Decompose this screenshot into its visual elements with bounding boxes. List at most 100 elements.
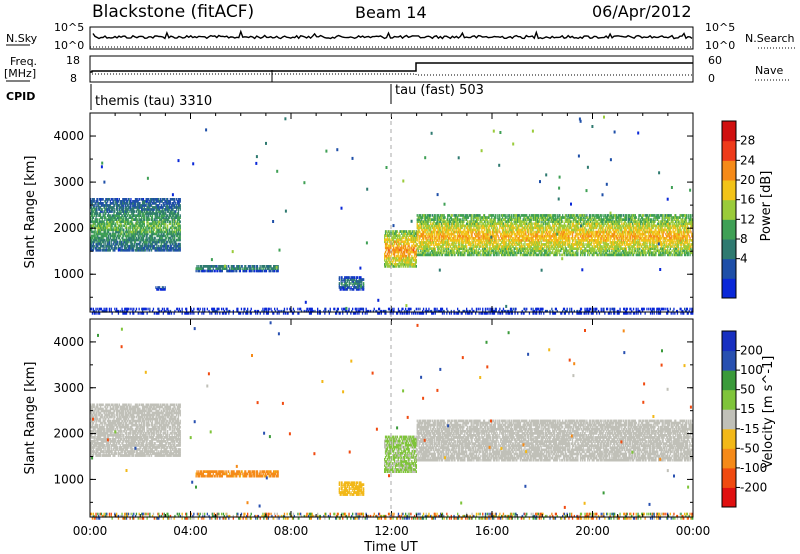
power-cell	[244, 269, 246, 273]
power-cell	[97, 198, 99, 201]
power-cell	[158, 240, 160, 244]
power-cell	[102, 228, 104, 232]
power-cell	[253, 265, 255, 268]
power-cell	[344, 288, 346, 291]
power-cell	[139, 246, 141, 250]
power-cell	[155, 220, 157, 224]
power-cell	[223, 267, 225, 270]
power-cell	[143, 222, 145, 226]
power-cell	[147, 212, 149, 215]
power-cell	[140, 220, 142, 224]
power-cell	[94, 234, 96, 238]
power-cell	[159, 248, 161, 252]
power-cell	[149, 204, 151, 207]
power-cell	[161, 198, 163, 201]
power-cell	[165, 222, 167, 226]
power-cell	[179, 226, 181, 230]
power-cell	[136, 226, 138, 230]
power-cell	[170, 230, 172, 234]
power-cell	[123, 240, 125, 244]
power-cell	[163, 242, 165, 246]
power-cell	[143, 224, 145, 228]
power-cell	[137, 200, 139, 203]
power-cell	[216, 269, 218, 273]
power-cell	[94, 210, 96, 213]
power-cell	[142, 226, 145, 230]
power-cell	[210, 269, 213, 273]
power-cell	[132, 212, 134, 215]
power-cell	[135, 246, 137, 250]
power-cell	[204, 269, 206, 273]
power-cell	[108, 244, 111, 248]
power-cell	[175, 214, 177, 217]
power-cell	[130, 236, 132, 240]
power-cell	[107, 224, 109, 228]
power-cell	[96, 198, 98, 201]
power-cell	[103, 230, 105, 234]
power-cell	[155, 232, 157, 236]
power-cell	[176, 206, 178, 209]
power-cell	[97, 220, 99, 224]
power-cell	[112, 234, 114, 238]
power-cell	[107, 220, 109, 224]
power-cell	[116, 204, 118, 207]
power-cell	[146, 206, 148, 209]
power-cell	[399, 234, 401, 237]
power-cell	[99, 230, 101, 234]
power-cell	[142, 208, 145, 211]
power-cell	[143, 204, 145, 207]
power-cell	[93, 236, 95, 240]
power-cell	[98, 230, 100, 234]
power-cell	[154, 236, 156, 240]
power-cell	[132, 216, 134, 219]
power-cell	[148, 236, 150, 240]
power-cell	[138, 204, 140, 207]
power-cell	[129, 216, 131, 219]
power-cell	[119, 200, 121, 203]
power-cell	[94, 236, 96, 240]
power-cell	[150, 222, 152, 226]
power-cell	[236, 265, 238, 268]
power-cell	[434, 214, 436, 217]
power-cell	[455, 234, 457, 238]
power-cell	[106, 248, 108, 252]
beam-label: Beam 14	[355, 3, 427, 22]
power-cell	[106, 226, 108, 230]
power-cell	[100, 222, 102, 226]
power-cell	[127, 220, 129, 224]
power-cell	[132, 204, 134, 207]
power-cell	[163, 244, 165, 248]
power-cell	[152, 224, 154, 228]
power-cell	[104, 228, 106, 232]
power-cell	[131, 246, 133, 250]
power-cell	[114, 226, 116, 230]
power-cell	[142, 200, 145, 203]
power-cell	[123, 204, 125, 207]
power-cell	[104, 224, 106, 228]
power-cell	[155, 222, 157, 226]
power-cell	[273, 269, 275, 273]
power-cell	[230, 265, 232, 268]
power-cell	[129, 224, 131, 228]
power-cell	[169, 248, 171, 252]
power-cell	[117, 236, 120, 240]
power-cell	[273, 267, 276, 270]
power-cell	[154, 220, 156, 224]
power-cell	[125, 206, 128, 209]
power-cell	[346, 276, 349, 279]
power-cell	[143, 216, 145, 219]
power-cell	[129, 200, 131, 203]
power-cell	[338, 282, 340, 285]
power-cell	[157, 214, 159, 217]
power-cell	[141, 232, 143, 236]
power-cell	[121, 218, 123, 221]
power-cell	[98, 242, 100, 246]
power-cell	[127, 248, 129, 252]
power-cell	[97, 218, 99, 221]
power-cell	[102, 198, 104, 201]
power-cell	[90, 244, 92, 248]
power-cell	[162, 228, 164, 232]
power-cell	[144, 240, 146, 244]
power-cell	[103, 214, 105, 217]
power-cell	[244, 265, 246, 268]
